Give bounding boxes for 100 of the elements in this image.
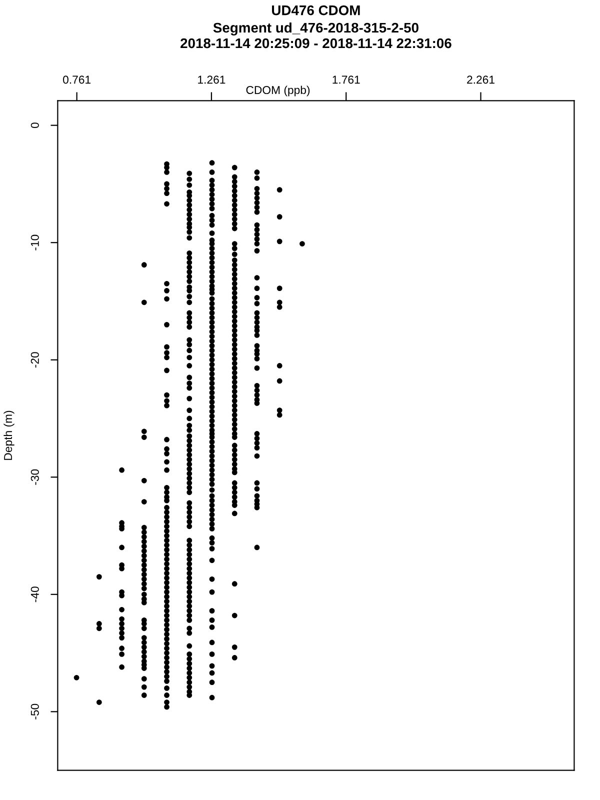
- x-tick-label: 1.261: [198, 76, 226, 84]
- point: [141, 434, 147, 440]
- point: [141, 262, 147, 268]
- point: [96, 700, 102, 705]
- point: [276, 286, 282, 292]
- point: [254, 241, 260, 246]
- point: [276, 378, 282, 384]
- point: [254, 275, 260, 280]
- point: [141, 558, 147, 564]
- point: [141, 654, 147, 660]
- point: [254, 388, 260, 394]
- y-tick-label: -10: [30, 234, 39, 250]
- x-tick-label: 2.261: [467, 76, 494, 84]
- point: [254, 295, 260, 300]
- y-tick-label: 0: [30, 122, 39, 128]
- point: [276, 408, 282, 413]
- point: [119, 626, 124, 632]
- point: [141, 635, 147, 640]
- point: [254, 236, 260, 242]
- point: [254, 227, 260, 232]
- point: [141, 592, 147, 598]
- point: [254, 190, 260, 196]
- point: [119, 467, 124, 473]
- point: [254, 195, 260, 201]
- point: [119, 646, 124, 652]
- point: [254, 209, 260, 215]
- point: [254, 392, 260, 398]
- point: [276, 300, 282, 306]
- point: [254, 445, 260, 450]
- point: [119, 606, 124, 612]
- point: [141, 581, 147, 587]
- point: [254, 232, 260, 238]
- point: [141, 626, 147, 632]
- point: [254, 436, 260, 442]
- point: [141, 586, 147, 592]
- point: [119, 664, 124, 670]
- point: [254, 300, 260, 306]
- point: [141, 562, 147, 568]
- point: [141, 576, 147, 582]
- point: [141, 684, 147, 690]
- point: [141, 530, 147, 535]
- point: [254, 382, 260, 388]
- point: [254, 480, 260, 486]
- point: [141, 553, 147, 558]
- point: [254, 332, 260, 338]
- y-axis-title: Depth (m): [4, 410, 14, 460]
- point: [141, 544, 147, 550]
- point: [141, 524, 147, 530]
- point: [254, 493, 260, 499]
- point: [254, 356, 260, 362]
- point: [141, 572, 147, 578]
- point: [141, 534, 147, 540]
- point: [96, 626, 102, 632]
- point: [141, 428, 147, 434]
- point: [141, 538, 147, 544]
- point: [141, 640, 147, 646]
- point: [141, 676, 147, 682]
- point: [276, 363, 282, 368]
- y-tick-label: -50: [30, 704, 39, 720]
- point: [276, 214, 282, 220]
- point: [254, 440, 260, 446]
- point: [141, 649, 147, 655]
- point: [141, 478, 147, 484]
- point: [119, 630, 124, 636]
- point: [254, 486, 260, 492]
- x-tick-label: 0.761: [63, 76, 91, 84]
- point: [254, 343, 260, 348]
- point: [119, 635, 124, 640]
- point: [119, 616, 124, 622]
- point: [141, 567, 147, 572]
- point: [119, 652, 124, 657]
- point: [254, 453, 260, 459]
- point: [254, 310, 260, 316]
- point: [276, 187, 282, 193]
- point: [141, 692, 147, 698]
- point: [254, 314, 260, 320]
- point: [96, 621, 102, 626]
- point: [74, 674, 80, 680]
- point: [141, 644, 147, 650]
- x-tick-label: 1.761: [332, 76, 360, 84]
- point: [276, 412, 282, 418]
- y-tick-label: -30: [30, 469, 39, 485]
- point: [96, 574, 102, 580]
- point: [254, 248, 260, 254]
- y-tick-label: -20: [30, 352, 39, 368]
- point: [141, 548, 147, 554]
- point: [254, 200, 260, 206]
- point: [254, 544, 260, 550]
- point: [254, 170, 260, 175]
- point: [141, 499, 147, 504]
- point: [254, 431, 260, 436]
- point: [254, 186, 260, 192]
- point: [119, 544, 124, 550]
- point: [276, 304, 282, 310]
- point: [276, 238, 282, 244]
- point: [141, 300, 147, 306]
- point: [254, 365, 260, 371]
- point: [119, 621, 124, 626]
- chart-subtitle: Segment ud_476-2018-315-2-50 2018-11-14 20:25:09 - 2018-11-14 22:31:06: [180, 22, 452, 48]
- y-tick-label: -40: [30, 586, 39, 602]
